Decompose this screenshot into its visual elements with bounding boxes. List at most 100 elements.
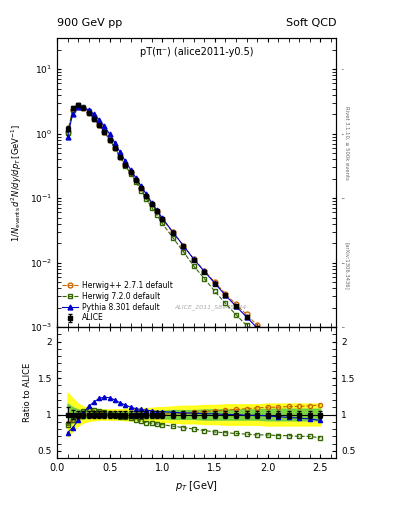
Herwig 7.2.0 default [149,204,154,210]
Herwig++ 2.7.1 default [233,301,238,307]
Herwig 7.2.0 default [297,376,301,382]
Herwig 7.2.0 default [129,171,133,177]
Herwig 7.2.0 default [213,288,217,294]
Herwig++ 2.7.1 default [76,102,81,109]
Pythia 8.301 default [155,207,160,214]
Pythia 8.301 default [297,368,301,374]
Herwig 7.2.0 default [191,263,196,269]
Herwig++ 2.7.1 default [112,145,117,151]
Herwig++ 2.7.1 default [244,311,249,317]
X-axis label: $p_T$ [GeV]: $p_T$ [GeV] [175,479,218,493]
Herwig 7.2.0 default [134,179,138,185]
Pythia 8.301 default [107,131,112,137]
Y-axis label: $1/N_\mathrm{events}\,d^2N/dy/dp_T\,[\mathrm{GeV}^{-1}]$: $1/N_\mathrm{events}\,d^2N/dy/dp_T\,[\ma… [10,124,24,242]
Herwig++ 2.7.1 default [276,343,281,349]
Herwig 7.2.0 default [155,212,160,219]
Herwig++ 2.7.1 default [191,256,196,262]
Pythia 8.301 default [255,325,259,331]
Herwig 7.2.0 default [81,103,86,110]
Herwig 7.2.0 default [86,108,91,114]
Pythia 8.301 default [191,257,196,263]
Legend: Herwig++ 2.7.1 default, Herwig 7.2.0 default, Pythia 8.301 default, ALICE: Herwig++ 2.7.1 default, Herwig 7.2.0 def… [59,279,175,325]
Herwig++ 2.7.1 default [65,129,70,135]
Herwig++ 2.7.1 default [307,374,312,380]
Text: pT(π⁻) (alice2011-y0.5): pT(π⁻) (alice2011-y0.5) [140,47,253,57]
Y-axis label: Ratio to ALICE: Ratio to ALICE [23,363,32,422]
Herwig 7.2.0 default [65,130,70,136]
Text: Soft QCD: Soft QCD [286,18,336,28]
Herwig++ 2.7.1 default [144,193,149,199]
Pythia 8.301 default [118,150,123,156]
Herwig 7.2.0 default [97,121,101,127]
Pythia 8.301 default [223,292,228,298]
Pythia 8.301 default [86,107,91,113]
Herwig++ 2.7.1 default [81,105,86,111]
Herwig++ 2.7.1 default [97,122,101,128]
Herwig++ 2.7.1 default [202,268,207,274]
Pythia 8.301 default [213,281,217,287]
Pythia 8.301 default [171,229,175,235]
Pythia 8.301 default [123,158,128,164]
Pythia 8.301 default [92,111,96,117]
Herwig 7.2.0 default [112,145,117,151]
Herwig 7.2.0 default [307,387,312,393]
Herwig 7.2.0 default [318,398,323,404]
Pythia 8.301 default [307,379,312,385]
Herwig++ 2.7.1 default [134,177,138,183]
Pythia 8.301 default [139,183,143,189]
Pythia 8.301 default [102,123,107,130]
Herwig 7.2.0 default [102,129,107,135]
Herwig++ 2.7.1 default [160,216,165,222]
Pythia 8.301 default [76,104,81,110]
Herwig++ 2.7.1 default [265,332,270,338]
Pythia 8.301 default [144,191,149,198]
Line: Herwig 7.2.0 default: Herwig 7.2.0 default [65,102,323,403]
Pythia 8.301 default [276,347,281,353]
Herwig++ 2.7.1 default [213,279,217,285]
Herwig++ 2.7.1 default [70,107,75,113]
Herwig 7.2.0 default [144,196,149,202]
Pythia 8.301 default [202,268,207,274]
Herwig 7.2.0 default [286,366,291,372]
Pythia 8.301 default [97,117,101,123]
Herwig 7.2.0 default [276,355,281,361]
Herwig++ 2.7.1 default [129,169,133,176]
Herwig 7.2.0 default [244,323,249,329]
Pythia 8.301 default [70,111,75,117]
Herwig 7.2.0 default [70,107,75,113]
Text: 900 GeV pp: 900 GeV pp [57,18,122,28]
Pythia 8.301 default [65,134,70,140]
Herwig++ 2.7.1 default [318,383,323,390]
Herwig 7.2.0 default [181,249,186,255]
Text: Rivet 3.1.10, ≥ 500k events: Rivet 3.1.10, ≥ 500k events [344,106,349,180]
Herwig 7.2.0 default [223,301,228,307]
Pythia 8.301 default [160,215,165,221]
Line: Pythia 8.301 default: Pythia 8.301 default [65,105,323,395]
Pythia 8.301 default [286,357,291,363]
Pythia 8.301 default [265,335,270,342]
Herwig 7.2.0 default [139,188,143,194]
Herwig 7.2.0 default [160,220,165,226]
Herwig 7.2.0 default [255,334,259,340]
Herwig 7.2.0 default [107,137,112,143]
Herwig 7.2.0 default [202,275,207,282]
Herwig++ 2.7.1 default [102,129,107,135]
Pythia 8.301 default [318,390,323,396]
Herwig++ 2.7.1 default [149,201,154,207]
Herwig++ 2.7.1 default [139,185,143,191]
Pythia 8.301 default [233,303,238,309]
Herwig 7.2.0 default [233,312,238,318]
Herwig++ 2.7.1 default [107,137,112,143]
Pythia 8.301 default [112,140,117,146]
Herwig++ 2.7.1 default [118,154,123,160]
Text: ALICE_2011_S8945144: ALICE_2011_S8945144 [174,304,246,310]
Herwig++ 2.7.1 default [92,116,96,122]
Herwig 7.2.0 default [123,163,128,169]
Herwig++ 2.7.1 default [181,243,186,249]
Herwig 7.2.0 default [92,114,96,120]
Herwig 7.2.0 default [265,344,270,350]
Herwig++ 2.7.1 default [223,291,228,297]
Herwig++ 2.7.1 default [297,364,301,370]
Herwig++ 2.7.1 default [155,208,160,215]
Herwig++ 2.7.1 default [123,162,128,168]
